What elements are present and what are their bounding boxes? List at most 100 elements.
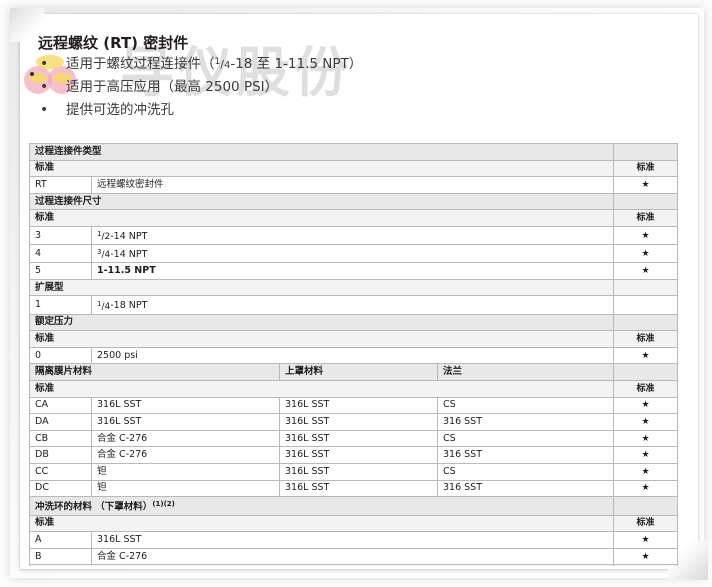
section-title-flange: 法兰 [436,363,615,381]
table-row: RT 远程螺纹密封件 ★ [29,176,679,194]
list-item: • 适用于高压应用（最高 2500 PSI） [40,79,680,95]
cell-star: ★ [613,244,679,264]
table-row: DA 316L SST 316L SST 316 SST ★ [29,413,679,431]
subheader-label: 扩展型 [28,278,615,297]
table-row: 0 2500 psi ★ [29,346,679,365]
fraction-numerator: 1 [97,299,102,308]
cell-code: 5 [29,262,92,280]
cell-desc: 2500 psi [90,346,615,365]
section-title: 隔离膜片材料 [29,363,280,381]
cell-code: DC [29,479,92,498]
cell-diaphragm: 316L SST [91,413,280,431]
table-subheader-row: 标准 标准 [28,514,679,533]
bullet-text-3: 提供可选的冲洗孔 [66,102,174,119]
fraction-rest: -18 NPT [110,300,148,312]
table-subheader-row: 扩展型 [28,564,679,566]
cell-code: 1 [29,295,92,315]
bullet-text-1: 适用于螺纹过程连接件（1/4-18 至 1-11.5 NPT） [66,56,363,72]
cell-upper-housing: 316L SST [279,429,438,448]
cell-code: RT [29,176,92,194]
section-title-text: 冲洗环的材料 （下罩材料） [35,501,153,513]
subheader-star-label [613,564,679,566]
cell-star: ★ [613,446,679,464]
cell-desc: 1/4-18 NPT [90,295,615,315]
cell-flange: 316 SST [436,446,615,464]
feature-bullet-list: • 适用于螺纹过程连接件（1/4-18 至 1-11.5 NPT） • 适用于高… [40,56,680,126]
cell-upper-housing: 316L SST [279,462,438,481]
table-section-header: 过程连接件类型 [28,143,679,161]
cell-flange: CS [436,462,615,481]
page-title: 远程螺纹 (RT) 密封件 [38,34,189,52]
section-star-blank [613,143,679,161]
subheader-label: 扩展型 [28,564,615,566]
fraction-rest: -14 NPT [110,249,148,261]
cell-code: B [29,547,92,566]
subheader-star-label: 标准 [613,209,679,227]
bullet-text-2: 适用于高压应用（最高 2500 PSI） [66,79,279,96]
subheader-star-label: 标准 [613,159,679,178]
subheader-label: 标准 [28,159,615,178]
table-row: 3 1/2-14 NPT ★ [29,225,679,246]
cell-upper-housing: 316L SST [279,446,438,464]
fraction-numerator: 1 [97,229,102,238]
cell-code: CC [29,462,92,481]
cell-star: ★ [613,176,679,194]
cell-star: ★ [613,225,679,246]
table-row: 4 3/4-14 NPT ★ [29,244,679,264]
section-title-upper-housing: 上罩材料 [279,363,438,381]
section-title: 冲洗环的材料 （下罩材料）(1)(2) [28,496,615,516]
cell-diaphragm: 合金 C-276 [91,446,280,464]
cell-star: ★ [613,262,679,280]
fraction-numerator: 3 [97,248,102,257]
cell-star: ★ [613,413,679,431]
table-row: 1 1/4-18 NPT [29,295,679,315]
cell-flange: CS [436,429,615,448]
section-title: 过程连接件类型 [28,143,615,161]
table-subheader-row: 标准 标准 [28,330,679,348]
cell-code: CA [29,396,92,415]
cell-flange: 316 SST [436,479,615,498]
bullet-marker: • [40,102,49,119]
cell-star: ★ [613,396,679,415]
bullet-marker: • [40,79,49,96]
cell-desc: 远程螺纹密封件 [90,176,615,194]
footnote-marker: (1)(2) [152,500,175,509]
table-section-header: 额定压力 [28,313,679,332]
subheader-label: 标准 [28,379,615,398]
subheader-star-label: 标准 [613,330,679,348]
table-subheader-row: 标准 标准 [28,379,679,398]
cell-code: 4 [29,244,92,264]
cell-star: ★ [613,531,679,549]
cell-star [613,295,679,315]
bullet-marker: • [40,56,49,72]
cell-flange: 316 SST [436,413,615,431]
table-subheader-row: 标准 标准 [28,159,679,178]
cell-desc: 合金 C-276 [90,547,615,566]
cell-code: DB [29,446,92,464]
table-row: 5 1-11.5 NPT ★ [29,262,679,280]
list-item: • 适用于螺纹过程连接件（1/4-18 至 1-11.5 NPT） [40,56,680,72]
cell-code: 3 [29,225,92,246]
cell-code: DA [29,413,92,431]
fraction-rest: -14 NPT [110,231,148,243]
table-row: B 合金 C-276 ★ [29,547,679,566]
cell-upper-housing: 316L SST [279,413,438,431]
page-corner-fold-top-left [10,8,44,42]
cell-desc: 316L SST [90,531,615,549]
section-star-blank [613,192,679,211]
table-row: CA 316L SST 316L SST CS ★ [29,396,679,415]
table-section-header: 过程连接件尺寸 [28,192,679,211]
section-star-blank [613,496,679,516]
cell-star: ★ [613,479,679,498]
specification-table: 过程连接件类型 标准 标准 RT 远程螺纹密封件 ★ 过程连接件尺寸 [28,143,679,566]
cell-diaphragm: 钽 [91,462,280,481]
cell-diaphragm: 合金 C-276 [91,429,280,448]
cell-star: ★ [613,346,679,365]
fraction-denominator: 4 [104,250,111,261]
list-item: • 提供可选的冲洗孔 [40,102,680,118]
table-row: CB 合金 C-276 316L SST CS ★ [29,429,679,448]
subheader-star-label: 标准 [613,379,679,398]
cell-code: CB [29,429,92,448]
cell-desc: 3/4-14 NPT [90,244,615,264]
